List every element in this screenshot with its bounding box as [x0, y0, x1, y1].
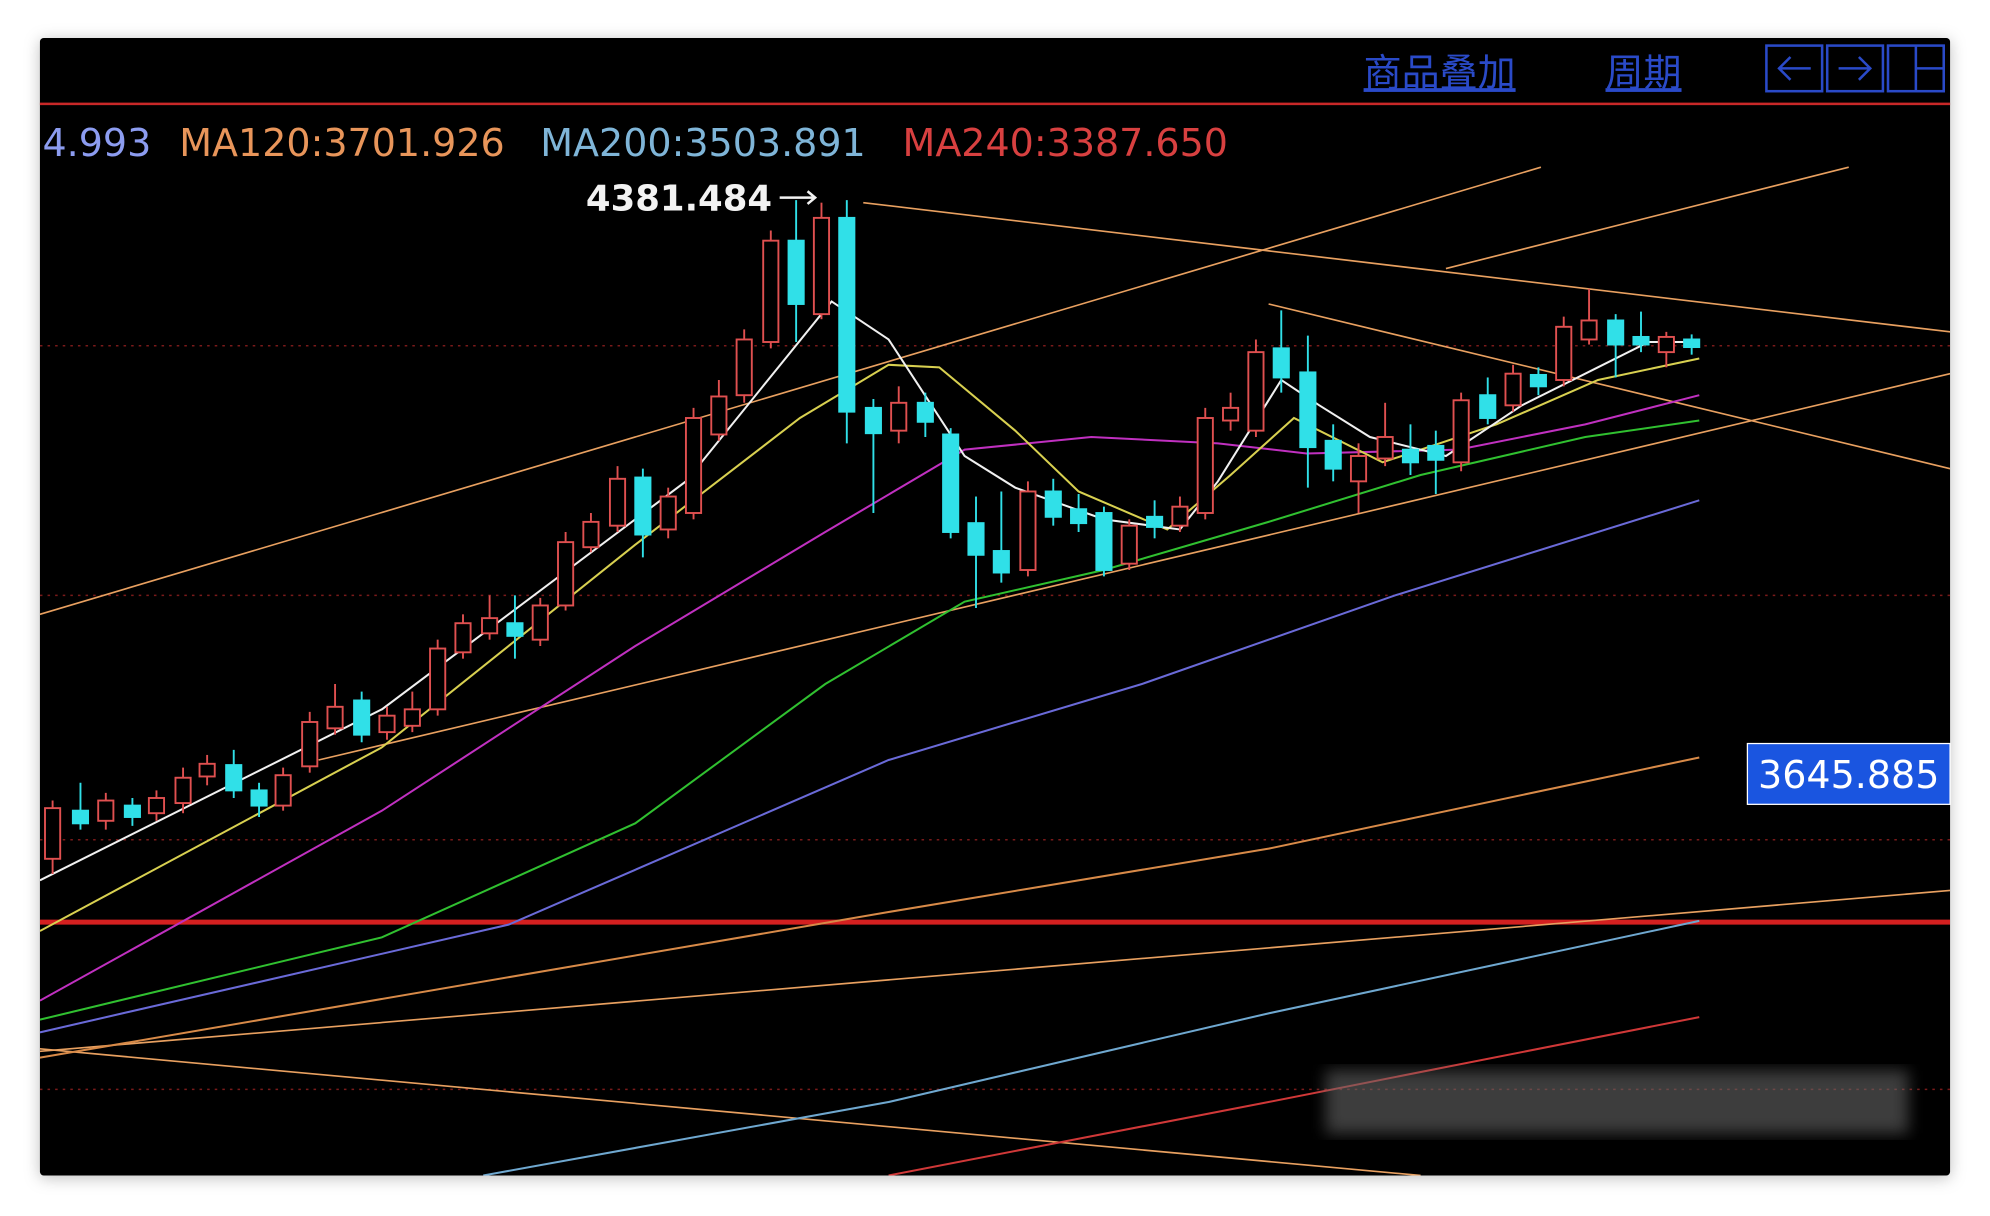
chart-panel	[39, 38, 1951, 1176]
candle-body	[1044, 490, 1062, 518]
candle-body	[225, 764, 243, 792]
plot	[39, 166, 1951, 1176]
indicator: 4.993	[42, 121, 151, 165]
candle-body	[634, 476, 652, 536]
candle-body	[274, 774, 292, 807]
candle-body	[531, 604, 549, 641]
candle-body	[147, 797, 166, 815]
candle-body	[1196, 417, 1214, 514]
candle-body	[942, 433, 960, 533]
candle-body	[250, 789, 268, 807]
candle-body	[1657, 335, 1675, 354]
candle-body	[1272, 347, 1290, 379]
candle-body	[735, 338, 753, 397]
candle-body	[403, 708, 421, 727]
candle-body	[1607, 319, 1625, 346]
candle-body	[762, 239, 780, 343]
candle-body	[1171, 505, 1189, 527]
candle-body	[198, 762, 216, 778]
candle-body	[1070, 508, 1088, 525]
candle-body	[1479, 394, 1497, 419]
candle-body	[44, 807, 62, 860]
indicator: MA200:3503.891	[540, 121, 865, 165]
candle-body	[481, 617, 499, 635]
overlay-button[interactable]: 商品叠加	[1364, 51, 1516, 95]
candle-body	[557, 541, 575, 607]
candle-body	[864, 406, 882, 435]
candle-body	[1529, 373, 1547, 388]
candle-body	[174, 776, 192, 805]
period-button[interactable]: 周期	[1606, 51, 1682, 95]
candle-body	[1349, 455, 1368, 483]
candle-body	[659, 495, 677, 531]
candle-body	[1427, 444, 1445, 461]
candle-body	[301, 721, 319, 768]
candle-body	[1580, 319, 1598, 341]
candles	[44, 200, 1701, 874]
trend-lines	[39, 166, 1951, 1176]
price-tag	[1746, 742, 1951, 805]
candle-body	[71, 809, 90, 825]
candle-body	[1452, 399, 1470, 464]
candle-body	[1019, 490, 1037, 571]
candle-body	[1504, 372, 1522, 407]
candle-body	[1555, 325, 1573, 381]
price-tag-label: 3645.885	[1758, 753, 1939, 797]
candle-body	[378, 714, 396, 734]
candle-body	[967, 522, 985, 556]
candle-body	[1632, 335, 1650, 346]
candle-body	[1683, 338, 1701, 349]
candle-body	[1299, 371, 1317, 449]
candle-body	[890, 401, 908, 432]
candle-body	[1401, 448, 1420, 464]
candle-body	[97, 799, 115, 822]
nav-icons[interactable]	[1765, 44, 1945, 93]
candle-body	[1376, 436, 1394, 460]
candle-body	[1120, 524, 1138, 565]
candle-body	[838, 216, 856, 413]
candle-body	[916, 401, 934, 423]
candle-body	[684, 417, 703, 514]
candle-body	[992, 550, 1010, 574]
candle-body	[353, 699, 371, 736]
candle-body	[1222, 406, 1240, 422]
peak-label: 4381.484	[586, 178, 772, 219]
candle-body	[582, 520, 600, 549]
indicator-row: 4.993 MA120:3701.926 MA200:3503.891 MA24…	[42, 121, 1228, 165]
candle-body	[454, 622, 472, 654]
candle-body	[506, 622, 524, 637]
candle-body	[787, 239, 805, 305]
candle-body	[710, 395, 728, 436]
candle-body	[1095, 512, 1113, 571]
candle-body	[608, 477, 627, 527]
candle-body	[123, 804, 141, 818]
candle-body	[812, 216, 831, 316]
candle-body	[1146, 515, 1164, 528]
peak-arrow	[779, 190, 818, 205]
candle-body	[1324, 439, 1342, 470]
indicator: MA240:3387.650	[903, 121, 1228, 165]
watermark	[1325, 1070, 1909, 1134]
indicator: MA120:3701.926	[179, 121, 504, 165]
candle-body	[326, 705, 344, 730]
candle-body	[429, 647, 447, 711]
candle-body	[1247, 351, 1265, 432]
